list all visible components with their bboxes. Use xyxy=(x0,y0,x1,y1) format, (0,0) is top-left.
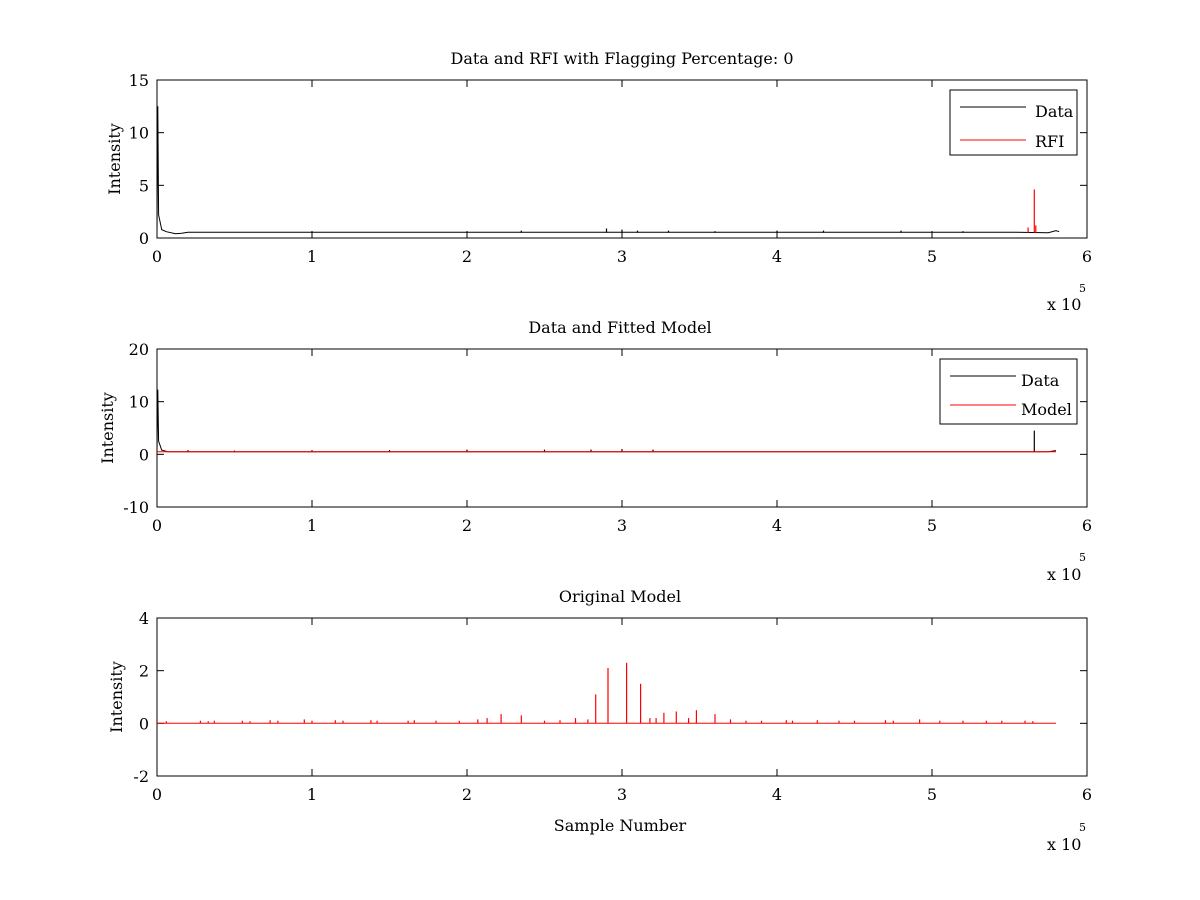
y-tick-label: 0 xyxy=(139,445,149,464)
y-axis-label: Intensity xyxy=(98,392,117,464)
y-tick-label: 15 xyxy=(129,71,149,90)
x-tick-label: 0 xyxy=(152,516,162,535)
y-axis-label: Intensity xyxy=(107,661,126,733)
y-tick-label: 5 xyxy=(139,176,149,195)
x-tick-label: 3 xyxy=(617,785,627,804)
x-tick-label: 0 xyxy=(152,785,162,804)
y-tick-label: -10 xyxy=(123,498,149,517)
y-tick-label: 0 xyxy=(139,714,149,733)
series-line-data xyxy=(156,106,1060,235)
x-tick-label: 0 xyxy=(152,247,162,266)
panel-title: Data and Fitted Model xyxy=(528,318,711,337)
x-tick-label: 6 xyxy=(1082,516,1092,535)
y-tick-label: -2 xyxy=(133,767,149,786)
x-axis-label: Sample Number xyxy=(554,816,687,835)
legend: Data Model xyxy=(939,358,1078,425)
x-multiplier-prefix: x 10 xyxy=(1047,835,1081,854)
x-multiplier-prefix: x 10 xyxy=(1047,565,1081,584)
legend-label-data: Data xyxy=(1021,371,1060,390)
panel-title: Original Model xyxy=(559,587,681,606)
y-tick-label: 10 xyxy=(129,124,149,143)
x-multiplier-exponent: 5 xyxy=(1079,282,1086,295)
legend-box xyxy=(949,89,1078,156)
x-tick-label: 5 xyxy=(927,785,937,804)
x-multiplier-prefix: x 10 xyxy=(1047,295,1081,314)
axes-box xyxy=(156,348,1088,508)
legend-label-data: Data xyxy=(1035,102,1074,121)
y-tick-label: 4 xyxy=(139,609,149,628)
x-tick-label: 2 xyxy=(462,516,472,535)
legend: Data RFI xyxy=(949,89,1078,156)
y-tick-label: 2 xyxy=(139,662,149,681)
x-tick-label: 4 xyxy=(772,247,782,266)
x-tick-label: 3 xyxy=(617,247,627,266)
x-tick-label: 1 xyxy=(307,247,317,266)
x-tick-label: 1 xyxy=(307,516,317,535)
legend-label-model: Model xyxy=(1021,400,1072,419)
x-multiplier-exponent: 5 xyxy=(1079,821,1086,834)
x-tick-label: 4 xyxy=(772,516,782,535)
x-multiplier-exponent: 5 xyxy=(1079,551,1086,564)
x-tick-label: 2 xyxy=(462,785,472,804)
x-tick-label: 3 xyxy=(617,516,627,535)
y-tick-label: 0 xyxy=(139,229,149,248)
y-tick-label: 10 xyxy=(129,393,149,412)
panel-fitted-model: Data and Fitted Model Intensity 0 1 2 3 4 5 6 -… xyxy=(98,318,1092,584)
x-tick-label: 5 xyxy=(927,516,937,535)
y-axis-label: Intensity xyxy=(105,123,124,195)
panel-rfi: Data and RFI with Flagging Percentage: 0… xyxy=(105,49,1092,314)
legend-label-rfi: RFI xyxy=(1035,132,1064,151)
x-tick-label: 2 xyxy=(462,247,472,266)
x-tick-label: 6 xyxy=(1082,785,1092,804)
axes-box xyxy=(156,79,1088,239)
x-tick-label: 6 xyxy=(1082,247,1092,266)
axes-box xyxy=(156,617,1088,777)
legend-box xyxy=(939,358,1078,425)
panel-title: Data and RFI with Flagging Percentage: 0 xyxy=(450,49,793,68)
y-tick-label: 20 xyxy=(129,340,149,359)
x-tick-label: 1 xyxy=(307,785,317,804)
x-tick-label: 5 xyxy=(927,247,937,266)
x-tick-label: 4 xyxy=(772,785,782,804)
